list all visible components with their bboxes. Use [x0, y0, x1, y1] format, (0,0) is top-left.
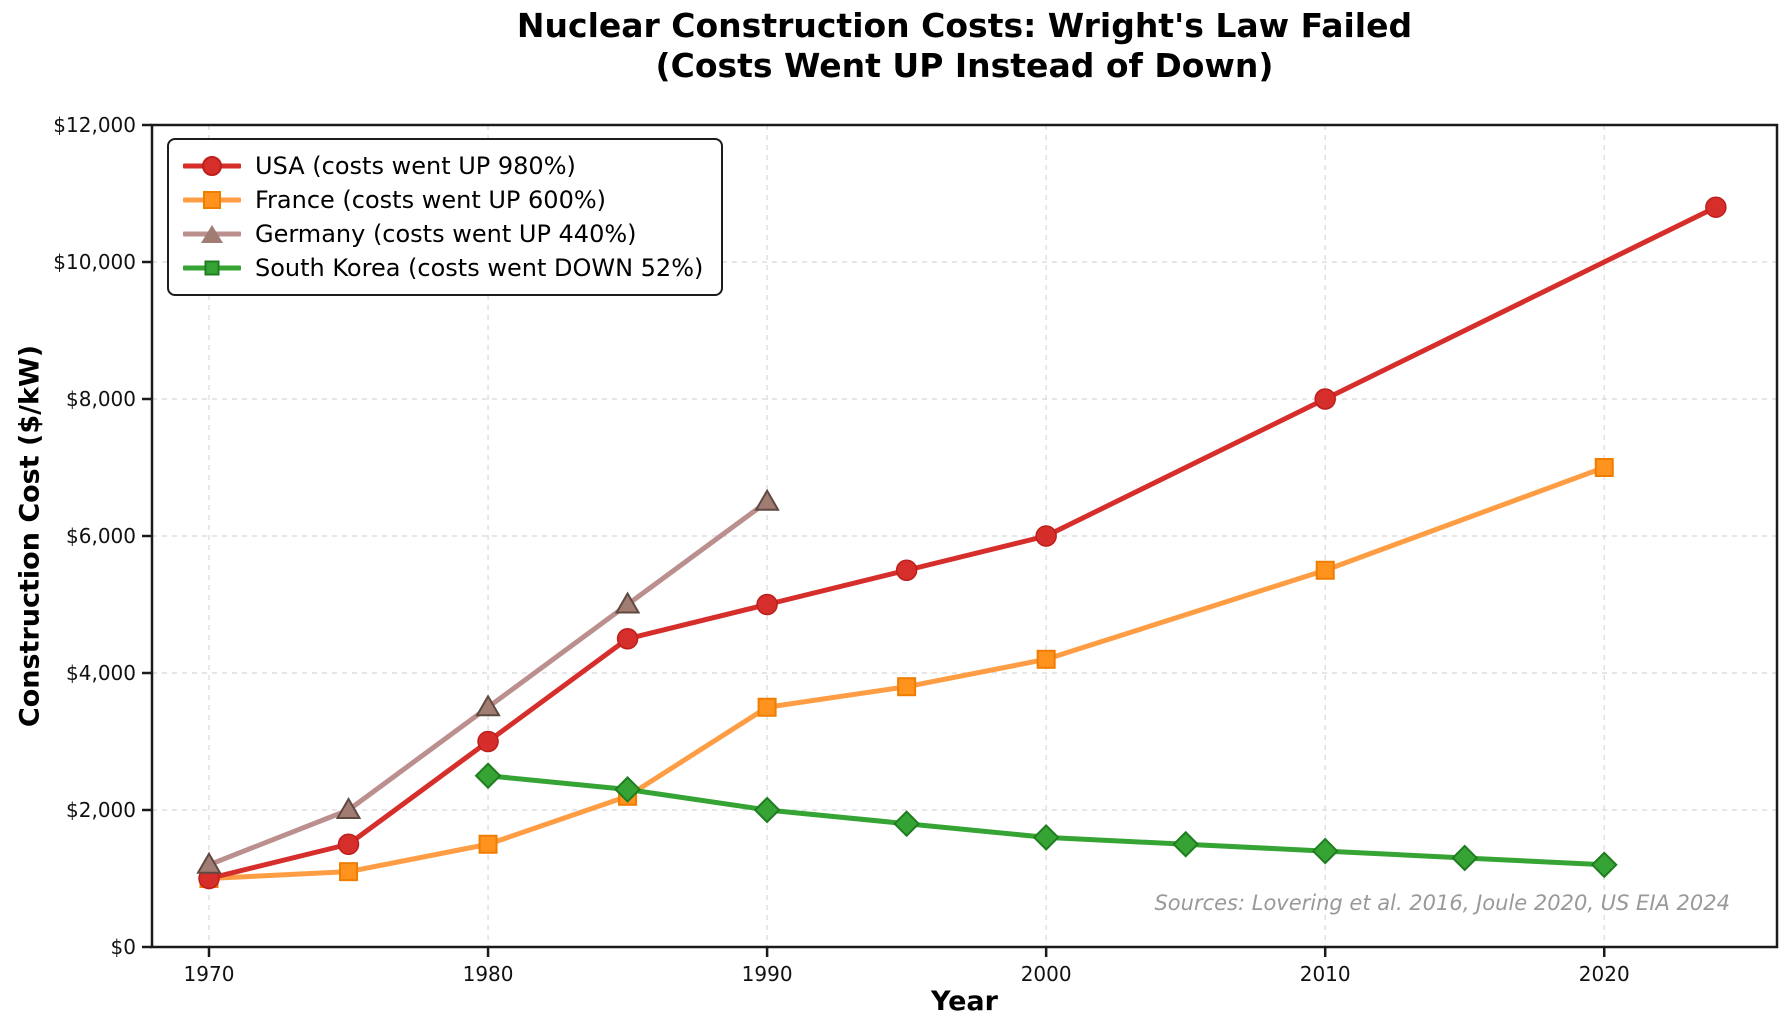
data-point-circle — [1035, 525, 1057, 547]
x-tick-label: 2010 — [1299, 962, 1351, 986]
data-point-triangle — [475, 694, 501, 717]
data-point-diamond — [1451, 844, 1479, 872]
legend-sample-france — [183, 188, 241, 212]
x-tick-label: 1990 — [741, 962, 793, 986]
data-point-triangle — [196, 851, 222, 874]
data-point-triangle — [754, 488, 780, 511]
data-point-circle — [616, 628, 639, 650]
legend-item-south-korea: South Korea (costs went DOWN 52%) — [183, 252, 703, 284]
x-tick-label: 1980 — [462, 962, 514, 986]
data-point-diamond — [1311, 837, 1339, 865]
legend-label-france: France (costs went UP 600%) — [255, 186, 607, 214]
y-tick-label: $6,000 — [66, 524, 136, 548]
x-axis-label: Year — [931, 986, 998, 1017]
data-point-square — [1594, 458, 1614, 477]
series-line-0 — [206, 204, 1719, 881]
chart-title-line2: (Costs Went UP Instead of Down) — [655, 46, 1274, 85]
data-point-square — [1315, 560, 1335, 580]
data-point-diamond — [1172, 830, 1200, 858]
data-point-diamond — [1032, 823, 1060, 851]
triangle-marker-icon — [201, 225, 223, 243]
legend-sample-south-korea — [183, 256, 241, 280]
legend-item-usa: USA (costs went UP 980%) — [183, 150, 703, 182]
y-axis-label: Construction Cost ($/kW) — [14, 344, 46, 728]
y-tick-label: $12,000 — [53, 113, 136, 137]
legend-item-france: France (costs went UP 600%) — [183, 184, 703, 216]
data-point-diamond — [1590, 851, 1618, 879]
data-point-diamond — [474, 762, 502, 790]
data-point-diamond — [893, 810, 921, 838]
data-point-circle — [895, 559, 918, 581]
legend-label-usa: USA (costs went UP 980%) — [255, 152, 576, 180]
data-point-circle — [477, 730, 499, 753]
y-tick-label: $2,000 — [66, 798, 136, 822]
source-note: Sources: Lovering et al. 2016, Joule 202… — [1154, 891, 1730, 915]
y-tick-label: $8,000 — [66, 387, 136, 411]
legend-sample-usa — [183, 154, 241, 178]
square-marker-icon — [203, 191, 221, 209]
data-point-square — [897, 677, 917, 697]
data-point-square — [478, 834, 498, 854]
legend: USA (costs went UP 980%) France (costs w… — [167, 138, 724, 296]
data-point-square — [1036, 649, 1056, 669]
x-tick-label: 1970 — [183, 962, 235, 986]
y-tick-label: $10,000 — [53, 250, 136, 274]
data-point-circle — [756, 593, 778, 616]
legend-sample-germany — [183, 222, 241, 246]
y-tick-label: $0 — [110, 935, 136, 959]
data-point-square — [339, 862, 359, 882]
data-point-triangle — [335, 797, 362, 819]
data-point-circle — [337, 833, 360, 855]
x-tick-label: 2020 — [1578, 962, 1630, 986]
data-point-triangle — [614, 591, 641, 614]
x-tick-label: 2000 — [1020, 962, 1072, 986]
legend-label-south-korea: South Korea (costs went DOWN 52%) — [255, 254, 704, 282]
data-point-diamond — [614, 776, 641, 803]
legend-label-germany: Germany (costs went UP 440%) — [255, 220, 637, 248]
circle-marker-icon — [202, 156, 222, 176]
chart-title-line1: Nuclear Construction Costs: Wright's Law… — [516, 6, 1413, 45]
chart-title: Nuclear Construction Costs: Wright's Law… — [152, 6, 1777, 86]
diamond-marker-icon — [204, 260, 220, 276]
y-tick-label: $4,000 — [66, 661, 136, 685]
data-point-circle — [1314, 388, 1336, 410]
data-point-diamond — [753, 796, 781, 824]
data-point-circle — [1705, 196, 1727, 218]
data-point-square — [757, 697, 777, 717]
legend-item-germany: Germany (costs went UP 440%) — [183, 218, 703, 250]
